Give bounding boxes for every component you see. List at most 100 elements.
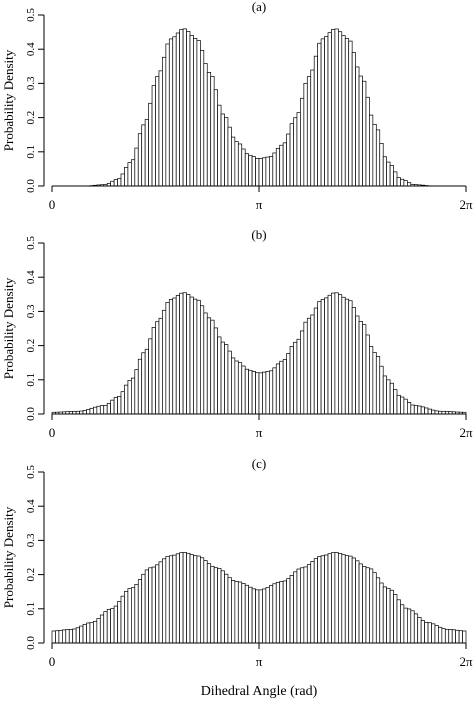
y-tick-label: 0.5 — [25, 8, 37, 22]
histogram-bar — [131, 377, 136, 415]
histogram-bar — [113, 179, 118, 187]
histogram-bar — [458, 630, 463, 644]
histogram-bar — [382, 586, 388, 644]
y-tick-label: 0.3 — [25, 76, 37, 90]
histogram-bar — [189, 296, 194, 415]
histogram-bar — [227, 577, 232, 644]
histogram-bar — [141, 573, 146, 644]
histogram-bar — [65, 629, 70, 644]
histogram-bar — [306, 564, 312, 644]
y-tick-label: 0.4 — [25, 42, 37, 56]
histogram-bar — [372, 124, 377, 187]
histogram-bar — [110, 608, 115, 644]
histogram-bar — [369, 346, 374, 415]
histogram-bar — [131, 587, 136, 644]
y-tick-label: 0.5 — [25, 236, 37, 250]
histogram-bar — [217, 568, 222, 644]
histogram-bars — [51, 552, 467, 644]
histogram-bar — [327, 553, 332, 644]
y-tick-label: 0.5 — [25, 465, 37, 479]
histogram-bar — [148, 567, 153, 644]
histogram-bar — [186, 294, 191, 415]
histogram-bar — [424, 621, 429, 644]
histogram-bar — [124, 167, 129, 187]
histogram-bar — [179, 292, 184, 415]
histogram-bar — [137, 579, 143, 644]
histogram-bar — [448, 629, 453, 644]
histogram-bar — [141, 124, 146, 187]
histogram-bar — [438, 626, 443, 644]
histogram-bar — [407, 402, 412, 415]
histogram-bar — [244, 153, 249, 187]
histogram-bar — [168, 555, 174, 644]
histogram-bar — [338, 553, 343, 644]
histogram-bar — [55, 630, 60, 644]
histogram-bar — [241, 583, 246, 644]
histogram-bar — [244, 368, 249, 415]
histogram-bar — [375, 356, 381, 415]
histogram-bar — [417, 405, 422, 415]
histogram-bar — [272, 367, 277, 415]
histogram-bar — [275, 148, 281, 187]
histogram-bar — [120, 173, 125, 187]
histogram-bar — [58, 629, 63, 644]
histogram-bar — [237, 581, 243, 644]
histogram-bar — [269, 370, 274, 415]
histogram-bar — [220, 341, 225, 415]
histogram-bar — [155, 564, 160, 644]
histogram-bar — [289, 346, 294, 415]
histogram-bar — [75, 627, 80, 644]
histogram-bar — [275, 363, 281, 415]
y-tick-label: 0.2 — [25, 568, 37, 582]
histogram-bar — [389, 382, 394, 415]
histogram-bar — [137, 358, 143, 415]
histogram-bar — [334, 552, 339, 644]
histogram-bar — [344, 298, 350, 415]
histogram-bar — [265, 587, 270, 644]
histogram-bar — [237, 362, 243, 415]
histogram-bar — [310, 561, 315, 644]
histogram-bar — [255, 372, 260, 415]
histogram-bar — [351, 52, 356, 187]
histogram-bar — [144, 569, 149, 644]
histogram-bar — [300, 330, 305, 415]
histogram-bar — [396, 177, 401, 187]
histogram-bar — [186, 552, 191, 644]
histogram-bar — [282, 142, 287, 187]
histogram-bar — [158, 317, 163, 415]
histogram-bar — [420, 620, 425, 644]
histogram-bar — [365, 334, 370, 415]
histogram-bar — [86, 622, 91, 644]
histogram-bar — [389, 589, 394, 644]
panel-label: (a) — [252, 0, 266, 14]
histogram-bar — [369, 114, 374, 187]
histogram-bar — [358, 563, 363, 644]
y-tick-label: 0.3 — [25, 304, 37, 318]
x-tick-label: 0 — [49, 197, 56, 212]
histogram-bar — [127, 162, 132, 187]
histogram-bar — [89, 407, 94, 415]
histogram-bar — [220, 113, 225, 187]
histogram-bar — [124, 384, 129, 415]
histogram-bar — [200, 50, 205, 187]
histogram-bar — [134, 369, 139, 415]
histogram-bar — [317, 301, 322, 415]
histogram-bar — [358, 75, 363, 187]
histogram-bar — [327, 294, 332, 415]
histogram-bar — [400, 178, 405, 187]
histogram-bar — [382, 375, 388, 415]
histogram-bar — [379, 365, 384, 415]
histogram-bar — [296, 568, 301, 644]
histogram-bar — [255, 157, 260, 187]
histogram-bar — [393, 594, 398, 644]
histogram-bar — [289, 574, 294, 644]
histogram-bar — [244, 584, 249, 644]
histogram-bar — [200, 557, 205, 644]
histogram-bar — [303, 82, 308, 187]
x-tick-label: 0 — [49, 654, 56, 669]
histogram-bar — [210, 319, 215, 415]
histogram-bar — [455, 629, 460, 644]
histogram-bar — [168, 299, 174, 415]
histogram-bar — [203, 560, 208, 644]
histogram-bar — [431, 623, 436, 644]
